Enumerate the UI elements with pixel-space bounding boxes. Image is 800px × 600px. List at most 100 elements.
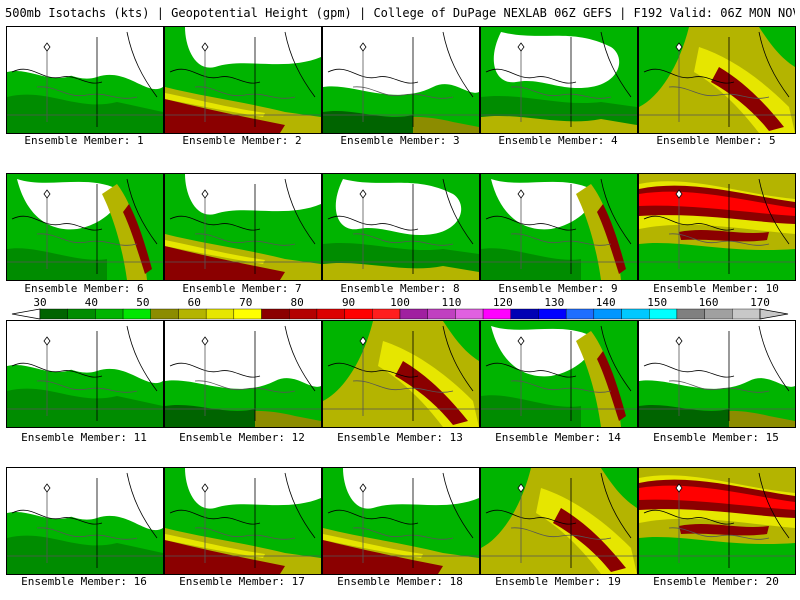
boundary-line — [442, 31, 474, 98]
colorbar-swatch — [261, 308, 290, 320]
isotach-map — [323, 27, 479, 133]
isotach-fill — [7, 94, 163, 133]
ensemble-member-map — [164, 26, 322, 134]
isotach-fill — [335, 179, 462, 236]
isotach-map — [481, 321, 637, 427]
isotach-fill — [481, 115, 637, 133]
boundary-line — [668, 527, 770, 540]
height-center-marker — [43, 42, 51, 52]
ensemble-member-label: Ensemble Member: 4 — [498, 134, 618, 147]
boundary-line — [643, 362, 735, 378]
height-center-marker — [201, 336, 209, 346]
ensemble-member-map — [638, 467, 796, 575]
colorbar-tick-label: 50 — [136, 296, 150, 309]
height-center-marker — [517, 483, 525, 493]
boundary-line — [284, 178, 316, 245]
boundary-line — [126, 472, 158, 539]
isotach-map — [481, 27, 637, 133]
ensemble-member-label: Ensemble Member: 16 — [21, 575, 147, 588]
ensemble-member-map — [322, 320, 480, 428]
boundary-line — [643, 509, 735, 525]
isotach-map — [7, 468, 163, 574]
isotach-fill — [597, 204, 626, 274]
boundary-line — [284, 472, 316, 539]
ensemble-member-label: Ensemble Member: 6 — [24, 282, 144, 295]
ensemble-member-map — [480, 467, 638, 575]
ensemble-member-label: Ensemble Member: 15 — [653, 431, 779, 444]
boundary-line — [668, 380, 770, 393]
colorbar-tick-label: 120 — [492, 296, 513, 309]
ensemble-member-map — [322, 173, 480, 281]
boundary-line — [169, 362, 261, 378]
isotach-fill — [7, 535, 163, 574]
ensemble-member-label: Ensemble Member: 11 — [21, 431, 147, 444]
colorbar-tick-label: 130 — [544, 296, 565, 309]
isotach-map — [639, 468, 795, 574]
boundary-line — [126, 325, 158, 392]
ensemble-member-label: Ensemble Member: 19 — [495, 575, 621, 588]
ensemble-member-label: Ensemble Member: 10 — [653, 282, 779, 295]
ensemble-member-map — [480, 173, 638, 281]
ensemble-member-label: Ensemble Member: 9 — [498, 282, 618, 295]
isotach-fill — [165, 534, 265, 558]
ensemble-member-label: Ensemble Member: 8 — [340, 282, 460, 295]
boundary-line — [327, 215, 419, 231]
height-center-marker — [675, 483, 683, 493]
boundary-line — [169, 68, 261, 84]
isotach-fill — [481, 395, 581, 427]
height-center-marker — [675, 189, 683, 199]
colorbar-swatch — [649, 308, 678, 320]
boundary-line — [36, 380, 138, 393]
ensemble-member-map — [164, 467, 322, 575]
isotach-fill — [323, 262, 479, 280]
isotach-fill — [7, 388, 163, 427]
colorbar-swatch — [289, 308, 318, 320]
isotach-map — [165, 27, 321, 133]
boundary-line — [442, 178, 474, 245]
boundary-line — [600, 325, 632, 392]
boundary-line — [352, 380, 454, 393]
boundary-line — [169, 509, 261, 525]
colorbar-swatch — [538, 308, 567, 320]
isotach-fill — [481, 248, 581, 280]
colorbar-tick-label: 110 — [441, 296, 462, 309]
isotach-fill — [576, 331, 621, 427]
isotach-fill — [185, 174, 321, 215]
colorbar-swatch — [95, 308, 124, 320]
colorbar-tick-label: 60 — [187, 296, 201, 309]
ensemble-member-map — [480, 26, 638, 134]
colorbar-tick-label: 170 — [750, 296, 770, 309]
isotach-fill — [639, 242, 795, 280]
height-center-marker — [201, 483, 209, 493]
boundary-line — [600, 472, 632, 539]
boundary-line — [442, 325, 474, 392]
isotach-fill — [601, 468, 637, 508]
colorbar-swatch — [510, 308, 539, 320]
boundary-line — [36, 527, 138, 540]
boundary-line — [11, 215, 103, 231]
colorbar-swatch — [593, 308, 622, 320]
isotach-fill — [7, 321, 163, 373]
colorbar-tick-label: 40 — [84, 296, 99, 309]
colorbar-swatch — [205, 308, 235, 320]
boundary-line — [169, 215, 261, 231]
isotach-fill — [576, 184, 621, 280]
height-center-marker — [675, 42, 683, 52]
isotach-fill — [323, 110, 413, 133]
isotach-fill — [165, 93, 265, 117]
isotach-fill — [491, 179, 594, 230]
boundary-line — [758, 31, 790, 98]
ensemble-member-map — [638, 320, 796, 428]
boundary-line — [36, 86, 138, 99]
ensemble-member-map — [322, 26, 480, 134]
isotach-fill — [491, 326, 594, 377]
isotach-fill — [343, 468, 479, 509]
boundary-line — [194, 380, 296, 393]
boundary-line — [352, 527, 454, 540]
colorbar-swatch — [39, 308, 68, 320]
height-center-marker — [43, 336, 51, 346]
height-center-marker — [517, 336, 525, 346]
ensemble-member-label: Ensemble Member: 14 — [495, 431, 621, 444]
isotach-fill — [639, 536, 795, 574]
height-center-marker — [201, 189, 209, 199]
